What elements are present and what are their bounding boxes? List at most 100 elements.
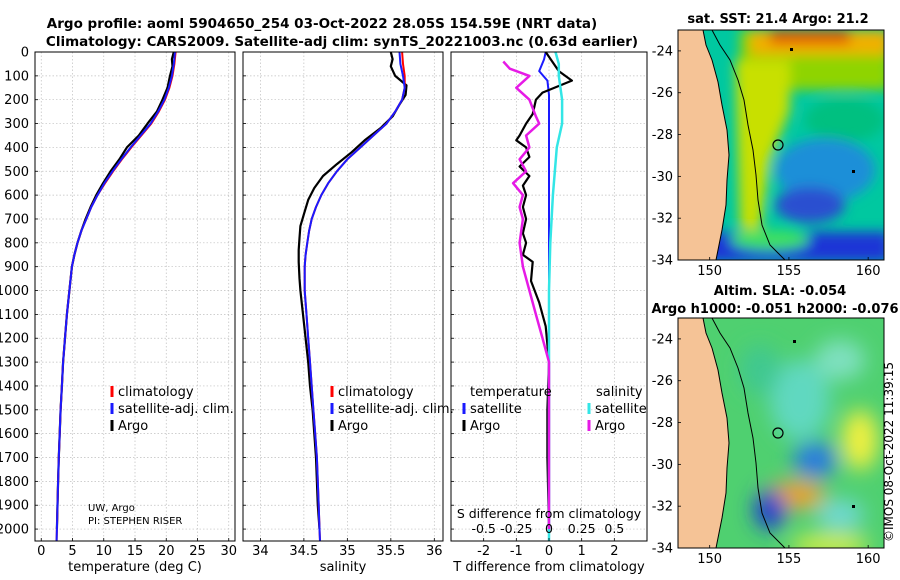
y-tick-label: 100 <box>4 69 29 84</box>
y-tick-label: 1600 <box>0 427 29 442</box>
series-line-satellite-adj-clim- <box>55 51 176 542</box>
legend-temp-satellite-label: satellite <box>470 402 522 417</box>
figure-title-line1: Argo profile: aoml 5904650_254 03-Oct-20… <box>47 16 597 32</box>
y-tick-label: 900 <box>4 260 29 275</box>
series-line-climatology <box>303 51 406 542</box>
salinity-panel: 34 34.5 35 35.5 36 salinity climatology sate… <box>242 51 454 575</box>
y-tick-label: 1500 <box>0 403 29 418</box>
sla-blob <box>815 340 865 380</box>
y-tick-label: 1400 <box>0 379 29 394</box>
x-tick-label: 34 <box>252 544 269 559</box>
credit-line1: UW, Argo <box>88 503 135 514</box>
salinity-diff-tick-label: 0 <box>545 521 553 536</box>
y-tick-label: 300 <box>4 117 29 132</box>
coastline <box>702 318 730 548</box>
map-lat-label: -24 <box>652 332 673 347</box>
y-tick-label: 1100 <box>0 308 29 323</box>
credit-line2: PI: STEPHEN RISER <box>88 516 182 527</box>
x-tick-label: 35.5 <box>376 544 405 559</box>
sla-map-field <box>678 318 884 548</box>
legend-climatology-label: climatology <box>338 385 414 400</box>
x-tick-label: -2 <box>477 544 490 559</box>
sla-blob <box>790 535 870 548</box>
x-tick-label: 10 <box>95 544 112 559</box>
sla-dot <box>793 340 796 343</box>
salinity-diff-tick-label: -0.5 <box>471 521 495 536</box>
series-line-climatology <box>55 51 177 542</box>
sst-blobs <box>700 30 884 260</box>
sst-map-frame <box>677 29 885 261</box>
figure-title-line2: Climatology: CARS2009. Satellite-adj cli… <box>46 34 638 50</box>
sla-blobs <box>740 340 878 548</box>
y-tick-label: 1200 <box>0 332 29 347</box>
map-lon-label: 155 <box>777 552 802 567</box>
temperature-legend: climatology satellite-adj. clim. Argo <box>110 385 234 434</box>
legend-sal-argo-label: Argo <box>595 419 625 434</box>
argo-position-marker <box>772 427 784 439</box>
bathymetry-contour <box>711 30 786 260</box>
map-lat-label: -30 <box>652 170 673 185</box>
land-mass <box>678 318 729 548</box>
difference-legend: temperature salinity satellite Argo sate… <box>462 385 647 434</box>
temperature-series <box>55 51 177 542</box>
series-line-temperature-argo <box>515 51 573 530</box>
series-line-salinity-argo <box>502 60 551 530</box>
x-tick-label: 5 <box>68 544 76 559</box>
map-lon-label: 150 <box>697 264 722 279</box>
temperature-axes-frame <box>34 51 236 542</box>
difference-panel: -2 -1 0 1 2 -0.5 -0.25 0 0.25 0.5 S difference fr… <box>450 51 648 575</box>
y-tick-label: 1900 <box>0 499 29 514</box>
y-tick-label: 200 <box>4 93 29 108</box>
salinity-diff-xlabel: S difference from climatology <box>457 506 642 521</box>
map-lat-label: -34 <box>652 542 673 557</box>
y-tick-label: 2000 <box>0 523 29 538</box>
series-line-salinity-satellite <box>547 51 564 541</box>
legend-satellite-label: satellite-adj. clim. <box>338 402 454 417</box>
map-lat-label: -32 <box>652 500 673 515</box>
x-tick-label: 2 <box>610 544 618 559</box>
argo-position-marker <box>772 139 784 151</box>
land-mass <box>678 30 729 260</box>
map-lon-label: 155 <box>777 264 802 279</box>
map-lat-label: -24 <box>652 44 673 59</box>
map-lat-label: -26 <box>652 86 673 101</box>
x-tick-label: 20 <box>158 544 175 559</box>
legend-temperature-title: temperature <box>470 385 552 400</box>
sla-map-title-line1: Altim. SLA: -0.054 <box>714 284 846 299</box>
x-tick-label: 0 <box>37 544 45 559</box>
x-tick-label: 35 <box>339 544 356 559</box>
x-tick-label: 34.5 <box>289 544 318 559</box>
salinity-legend: climatology satellite-adj. clim. Argo <box>330 385 454 434</box>
y-tick-label: 1800 <box>0 475 29 490</box>
sla-blob <box>842 410 878 470</box>
y-tick-label: 600 <box>4 189 29 204</box>
y-tick-label: 700 <box>4 212 29 227</box>
sst-dot <box>852 170 855 173</box>
y-tick-label: 1300 <box>0 356 29 371</box>
map-lon-label: 160 <box>856 264 881 279</box>
sst-map-title: sat. SST: 21.4 Argo: 21.2 <box>687 12 868 27</box>
y-tick-label: 1700 <box>0 451 29 466</box>
y-tick-label: 400 <box>4 141 29 156</box>
salinity-diff-tick-label: 0.5 <box>604 521 624 536</box>
legend-climatology-label: climatology <box>118 385 194 400</box>
legend-argo-label: Argo <box>338 419 368 434</box>
map-lat-label: -34 <box>652 254 673 269</box>
x-tick-label: 1 <box>578 544 586 559</box>
series-line-satellite-adj-clim- <box>303 51 406 542</box>
salinity-diff-tick-label: 0.25 <box>568 521 596 536</box>
map-lon-label: 160 <box>856 552 881 567</box>
temperature-panel: 0100200300400500600700800900100011001200… <box>0 46 237 576</box>
sla-blob <box>816 499 864 531</box>
sst-blob <box>735 60 790 230</box>
x-tick-label: -1 <box>510 544 523 559</box>
salinity-diff-tick-label: -0.25 <box>500 521 532 536</box>
sla-dot <box>852 505 855 508</box>
sla-map: Altim. SLA: -0.054 Argo h1000: -0.051 h2… <box>651 284 898 567</box>
sst-blob <box>730 230 810 250</box>
sst-blob <box>775 187 845 223</box>
sst-blob <box>805 98 884 142</box>
legend-sal-satellite-label: satellite <box>595 402 647 417</box>
sla-map-frame <box>677 317 885 549</box>
